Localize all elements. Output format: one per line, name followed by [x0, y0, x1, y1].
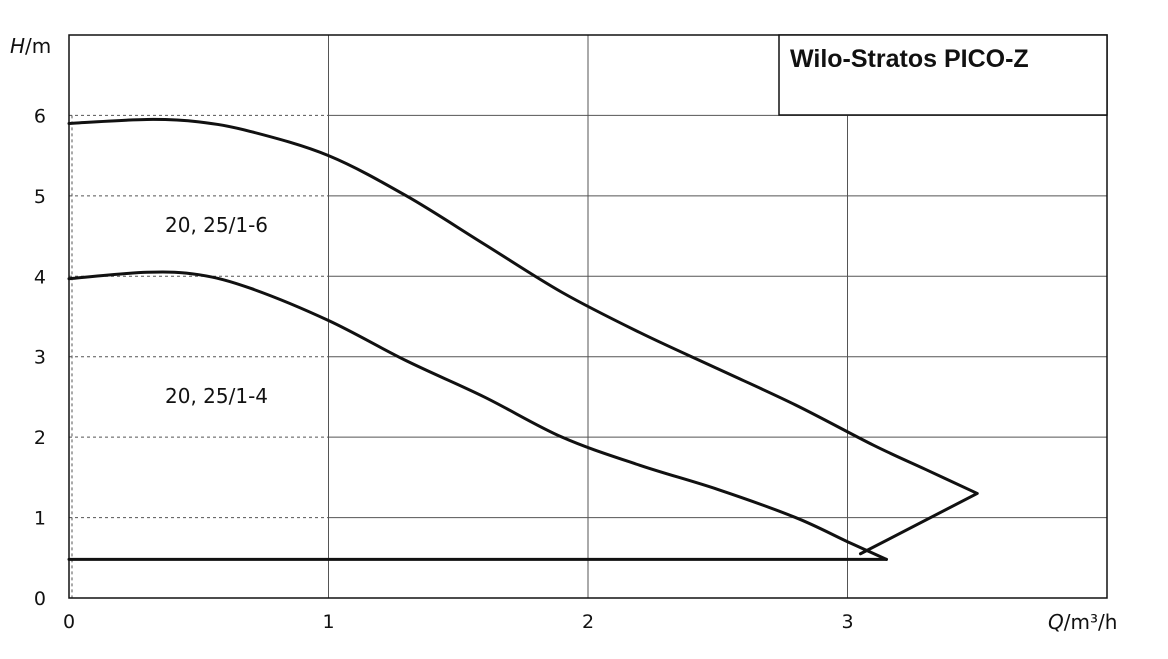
- x-axis-unit: /m³/h: [1064, 610, 1118, 634]
- plot-frame: [68, 34, 1108, 599]
- x-tick-label: 1: [322, 611, 334, 633]
- y-tick-label: 3: [34, 347, 46, 369]
- x-axis-label: Q/m³/h: [1048, 610, 1117, 634]
- series-line-1-6: [67, 117, 979, 556]
- x-tick-labels: 0 1 2 3: [63, 611, 854, 633]
- series-label-1-4: 20, 25/1-4: [165, 384, 268, 408]
- y-tick-labels: 0 1 2 3 4 5 6: [34, 105, 46, 610]
- series-label-1-6: 20, 25/1-6: [165, 213, 268, 237]
- y-axis-symbol: H: [10, 34, 25, 58]
- chart-title: Wilo-Stratos PICO-Z: [790, 45, 1029, 73]
- y-tick-label: 4: [34, 266, 46, 288]
- y-tick-label: 2: [34, 427, 46, 449]
- title-box: Wilo-Stratos PICO-Z: [778, 34, 1108, 116]
- curves: [67, 117, 979, 561]
- y-axis-unit: /m: [25, 34, 51, 58]
- x-axis-symbol: Q: [1048, 610, 1064, 634]
- x-tick-label: 3: [841, 611, 853, 633]
- series-line-1-4: [67, 270, 888, 561]
- x-tick-label: 0: [63, 611, 75, 633]
- y-tick-label: 1: [34, 508, 46, 530]
- y-tick-label: 5: [34, 186, 46, 208]
- y-tick-label: 6: [34, 105, 46, 127]
- x-tick-label: 2: [582, 611, 594, 633]
- y-tick-label: 0: [34, 588, 46, 610]
- y-axis-label: H/m: [10, 34, 51, 58]
- grid: [69, 35, 1107, 598]
